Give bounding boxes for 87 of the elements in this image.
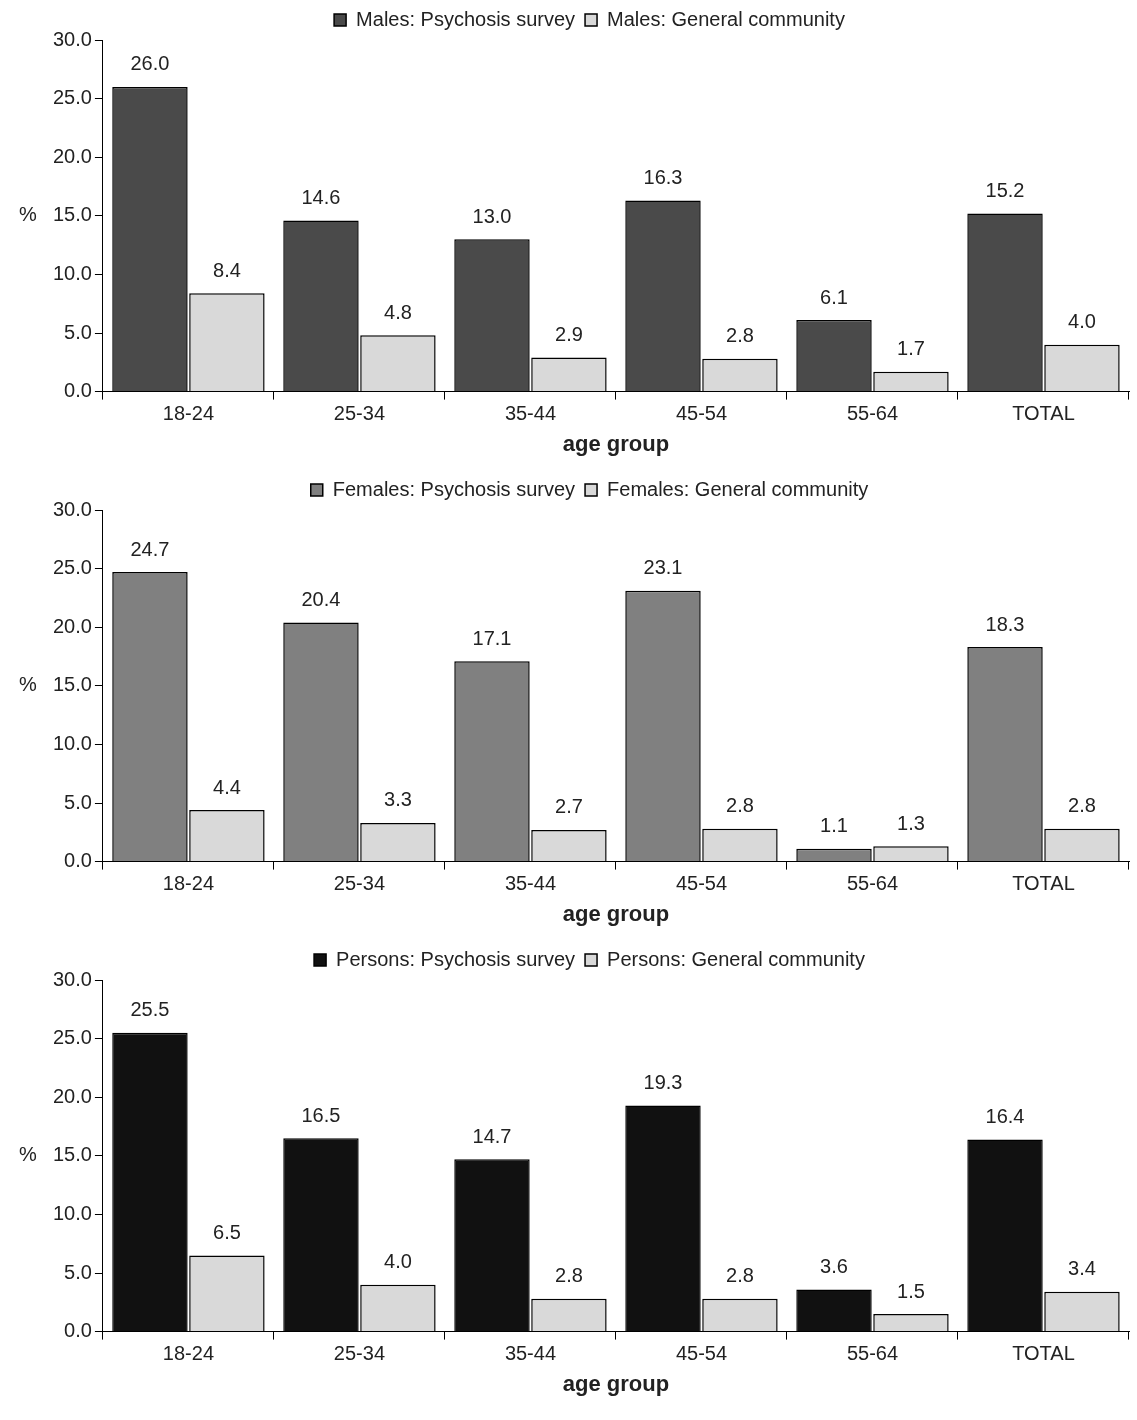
y-tick-label: 10.0 [52,1201,92,1224]
y-tick-label: 10.0 [52,731,92,754]
y-axis-title: % [19,203,38,226]
data-label: 26.0 [130,52,170,75]
x-tick-label: 55-64 [846,402,899,425]
legend-label: Males: Psychosis survey [356,7,576,30]
x-tick-label: 18-24 [162,1342,215,1365]
data-label: 20.4 [301,588,341,611]
x-axis-title: age group [562,1370,670,1396]
data-label: 2.8 [1068,794,1096,817]
data-label: 15.2 [985,178,1025,201]
legend-label: Females: General community [607,477,869,500]
x-tick-label: 45-54 [675,1342,728,1365]
y-tick-label: 30.0 [52,497,92,520]
x-tick-label: 25-34 [333,402,386,425]
y-tick-label: 15.0 [52,1143,92,1166]
data-label: 2.8 [726,324,754,347]
x-tick-label: 18-24 [162,872,215,895]
x-tick-label: 35-44 [504,402,557,425]
legend-label: Persons: Psychosis survey [336,947,576,970]
y-tick-label: 30.0 [52,27,92,50]
data-label: 6.1 [820,285,848,308]
y-tick-label: 0.0 [64,849,92,872]
y-tick-label: 25.0 [52,1026,92,1049]
legend-label: Persons: General community [607,947,865,970]
data-label: 24.7 [130,537,170,560]
legend-label: Females: Psychosis survey [332,477,576,500]
data-label: 3.4 [1068,1257,1096,1280]
x-tick-label: 18-24 [162,402,215,425]
data-label: 16.4 [985,1104,1025,1127]
y-tick-label: 20.0 [52,614,92,637]
data-label: 1.5 [897,1279,925,1302]
x-tick-label: 35-44 [504,872,557,895]
y-axis-title: % [19,673,38,696]
data-label: 3.3 [384,788,412,811]
y-tick-label: 0.0 [64,379,92,402]
x-tick-label: TOTAL [1012,1342,1075,1365]
x-tick-label: 45-54 [675,402,728,425]
data-label: 14.6 [301,186,341,208]
data-label: 16.5 [301,1103,341,1126]
x-tick-label: 55-64 [846,872,899,895]
data-label: 14.7 [472,1124,512,1147]
y-tick-label: 20.0 [52,1084,92,1107]
y-tick-label: 20.0 [52,144,92,167]
data-label: 16.3 [643,166,683,189]
data-label: 4.0 [1068,310,1096,333]
y-tick-label: 10.0 [52,261,92,284]
x-tick-label: 25-34 [333,872,386,895]
x-axis-title: age group [562,900,670,926]
data-label: 2.7 [555,795,583,818]
y-tick-label: 25.0 [52,556,92,579]
x-tick-label: 45-54 [675,872,728,895]
x-tick-label: TOTAL [1012,872,1075,895]
data-label: 8.4 [213,258,241,281]
x-tick-label: TOTAL [1012,402,1075,425]
data-label: 25.5 [130,998,170,1021]
x-axis-title: age group [562,430,670,456]
data-label: 3.6 [820,1254,848,1277]
data-label: 19.3 [643,1070,683,1093]
data-label: 2.8 [726,794,754,817]
data-label: 2.8 [555,1264,583,1287]
data-label: 1.3 [897,811,925,834]
y-tick-label: 5.0 [64,1260,92,1283]
data-label: 2.9 [555,323,583,346]
data-label: 1.1 [820,814,848,837]
data-label: 17.1 [472,626,512,649]
data-label: 6.5 [213,1220,241,1243]
x-tick-label: 25-34 [333,1342,386,1365]
data-label: 23.1 [643,556,683,579]
y-axis-title: % [19,1143,38,1166]
y-tick-label: 5.0 [64,320,92,343]
data-label: 2.8 [726,1264,754,1287]
data-label: 4.8 [384,300,412,323]
data-label: 18.3 [985,612,1025,635]
y-tick-label: 15.0 [52,203,92,226]
data-label: 4.4 [213,775,241,798]
legend-label: Males: General community [607,7,845,30]
data-label: 13.0 [472,204,512,227]
data-label: 4.0 [384,1250,412,1273]
x-tick-label: 55-64 [846,1342,899,1365]
y-tick-label: 30.0 [52,967,92,990]
y-tick-label: 0.0 [64,1319,92,1342]
x-tick-label: 35-44 [504,1342,557,1365]
y-tick-label: 5.0 [64,790,92,813]
data-label: 1.7 [897,337,925,360]
y-tick-label: 25.0 [52,86,92,109]
y-tick-label: 15.0 [52,673,92,696]
